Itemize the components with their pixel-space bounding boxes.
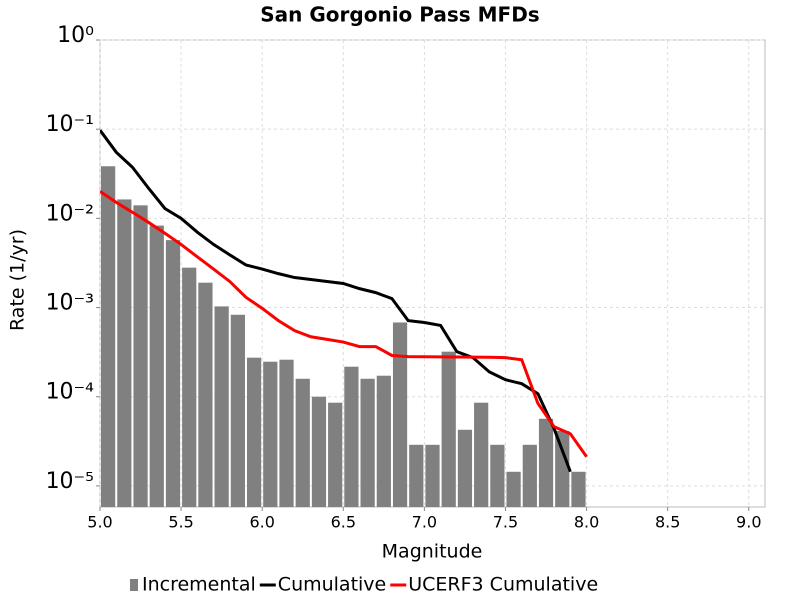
bar bbox=[263, 361, 278, 507]
bar bbox=[328, 402, 343, 507]
bar bbox=[230, 314, 245, 507]
x-tick-label: 7.5 bbox=[493, 513, 518, 532]
y-tick-label: 10⁻¹ bbox=[46, 112, 94, 137]
x-tick-label: 8.5 bbox=[655, 513, 680, 532]
y-tick-label: 10⁻⁵ bbox=[46, 469, 94, 494]
line bbox=[100, 129, 572, 473]
legend-label: Cumulative bbox=[278, 574, 386, 596]
bar bbox=[165, 240, 181, 507]
bar bbox=[522, 444, 537, 507]
bar bbox=[409, 444, 424, 507]
bar bbox=[490, 444, 505, 507]
bar bbox=[198, 282, 213, 507]
y-axis-label: Rate (1/yr) bbox=[7, 229, 29, 331]
bar bbox=[538, 418, 554, 507]
x-tick-label: 8.0 bbox=[574, 513, 599, 532]
bar bbox=[344, 366, 359, 507]
y-tick-label: 10⁻⁴ bbox=[46, 380, 95, 405]
bar bbox=[425, 444, 440, 507]
legend-label: UCERF3 Cumulative bbox=[408, 574, 598, 596]
bar bbox=[441, 351, 456, 507]
bar bbox=[555, 430, 570, 507]
bar bbox=[182, 267, 197, 507]
bar bbox=[117, 199, 132, 507]
bar bbox=[246, 357, 262, 507]
bar bbox=[506, 471, 521, 507]
x-tick-label: 5.0 bbox=[87, 513, 112, 532]
x-axis-label: Magnitude bbox=[382, 541, 483, 563]
bar bbox=[214, 306, 229, 507]
x-tick-label: 6.5 bbox=[331, 513, 356, 532]
legend-label: Incremental bbox=[142, 574, 256, 596]
bar bbox=[295, 378, 310, 507]
chart-title: San Gorgonio Pass MFDs bbox=[260, 3, 539, 27]
marks bbox=[100, 129, 588, 507]
x-tick-label: 9.0 bbox=[736, 513, 761, 532]
x-tick-label: 5.5 bbox=[168, 513, 193, 532]
y-tick-label: 10⁻² bbox=[46, 201, 94, 226]
x-tick-label: 6.0 bbox=[249, 513, 274, 532]
bar bbox=[279, 359, 294, 507]
y-tick-label: 10⁰ bbox=[57, 23, 94, 48]
bar bbox=[149, 225, 164, 507]
legend: Incremental Cumulative UCERF3 Cumulative bbox=[130, 574, 598, 596]
bar bbox=[360, 378, 375, 507]
axes: 5.0 5.5 6.0 6.5 7.0 7.5 8.0 8.5 9.0 10⁰ 10⁻¹ 10⁻² 10… bbox=[46, 23, 762, 532]
legend-swatch bbox=[130, 579, 138, 591]
bar bbox=[457, 429, 473, 507]
y-tick-label: 10⁻³ bbox=[46, 291, 94, 316]
bar bbox=[474, 402, 489, 507]
bar bbox=[376, 375, 391, 507]
bar bbox=[311, 396, 327, 507]
bar bbox=[133, 205, 148, 507]
bar bbox=[101, 166, 116, 507]
bar bbox=[392, 322, 408, 507]
line bbox=[100, 190, 588, 458]
bar bbox=[571, 471, 586, 507]
x-tick-label: 7.0 bbox=[412, 513, 437, 532]
